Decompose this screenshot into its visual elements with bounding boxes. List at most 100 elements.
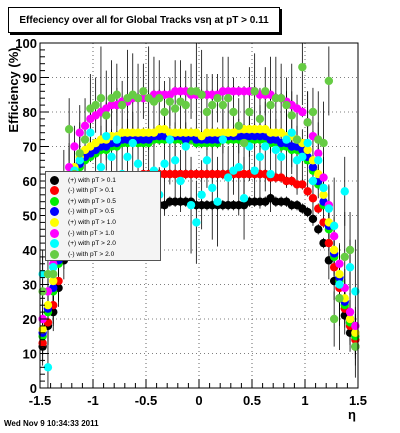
data-point xyxy=(117,100,127,110)
legend-entry: (-) with pT > 2.0 xyxy=(50,249,114,259)
data-point xyxy=(335,259,344,268)
legend-marker xyxy=(50,249,59,259)
data-point xyxy=(266,169,275,179)
data-point xyxy=(250,166,259,175)
legend-label: (+) with pT > 1.0 xyxy=(68,218,116,226)
data-point xyxy=(319,138,328,148)
data-point xyxy=(271,145,281,155)
data-point xyxy=(298,152,307,162)
data-point xyxy=(261,87,270,96)
legend: (+) with pT > 0.1 (-) with pT > 0.1 (+) wi… xyxy=(45,171,161,261)
data-point xyxy=(181,100,190,110)
legend-marker xyxy=(50,239,59,249)
data-point xyxy=(239,138,249,148)
data-point xyxy=(308,214,318,224)
data-point xyxy=(250,87,259,96)
data-point xyxy=(202,107,212,117)
data-point xyxy=(218,135,228,144)
data-point xyxy=(64,125,74,134)
data-point xyxy=(329,245,339,255)
data-point xyxy=(133,159,143,168)
y-tick-label: 90 xyxy=(23,71,37,86)
x-tick-label: -0.5 xyxy=(135,393,157,408)
data-point xyxy=(102,131,111,141)
data-point xyxy=(261,142,270,151)
data-point xyxy=(75,156,84,165)
data-point xyxy=(165,135,175,144)
legend-label: (-) with pT > 0.5 xyxy=(68,208,115,216)
data-point xyxy=(303,138,312,148)
y-tick-label: 50 xyxy=(23,209,37,224)
data-point xyxy=(340,187,349,196)
data-point xyxy=(308,163,318,172)
data-point xyxy=(239,194,249,203)
data-point xyxy=(112,135,122,144)
legend-entry: (+) with pT > 0.1 xyxy=(50,175,116,185)
legend-marker xyxy=(50,175,59,185)
data-point xyxy=(38,338,47,348)
legend-label: (+) with pT > 0.1 xyxy=(68,176,116,184)
data-point xyxy=(303,207,312,217)
data-point xyxy=(314,225,323,234)
data-point xyxy=(351,287,360,296)
y-tick-label: 60 xyxy=(23,174,37,189)
data-point xyxy=(91,100,100,110)
data-point xyxy=(86,128,95,137)
data-point xyxy=(202,156,212,165)
y-tick-label: 10 xyxy=(23,347,37,362)
data-point xyxy=(255,114,265,124)
data-point xyxy=(345,314,355,324)
data-point xyxy=(351,321,360,331)
data-point xyxy=(49,263,58,272)
legend-marker xyxy=(50,186,59,196)
data-point xyxy=(335,269,344,279)
data-point xyxy=(139,87,148,96)
x-tick-label: 1 xyxy=(301,393,308,408)
data-point xyxy=(298,180,307,189)
data-point xyxy=(107,152,116,162)
data-point xyxy=(223,173,233,182)
legend-entry: (+) with pT > 0.5 xyxy=(50,196,116,206)
data-point xyxy=(96,163,106,172)
data-point xyxy=(351,342,360,351)
data-point xyxy=(70,142,79,151)
data-point xyxy=(49,269,58,279)
x-tick-label: 0 xyxy=(195,393,202,408)
y-tick-label: 0 xyxy=(30,381,37,396)
y-tick-label: 70 xyxy=(23,140,37,155)
data-point xyxy=(197,190,206,199)
x-tick-label: 0.5 xyxy=(243,393,261,408)
data-point xyxy=(186,200,196,210)
data-point xyxy=(351,328,360,337)
data-point xyxy=(276,94,286,103)
data-point xyxy=(329,221,339,231)
data-point xyxy=(170,104,180,113)
data-point xyxy=(324,76,334,86)
data-point xyxy=(80,135,90,144)
data-point xyxy=(282,135,291,144)
legend-label: (-) with pT > 0.1 xyxy=(68,187,115,195)
data-point xyxy=(43,301,53,310)
legend-marker xyxy=(50,196,59,206)
data-point xyxy=(245,107,254,117)
data-point xyxy=(340,252,349,262)
data-point xyxy=(218,100,228,110)
data-point xyxy=(287,128,296,137)
data-point xyxy=(282,100,291,110)
data-point xyxy=(165,97,175,106)
data-point xyxy=(170,156,180,165)
legend-label: (+) with pT > 0.5 xyxy=(68,197,116,205)
legend-marker xyxy=(50,207,59,217)
data-point xyxy=(123,152,132,162)
data-point xyxy=(303,118,312,127)
legend-entry: (+) with pT > 2.0 xyxy=(50,239,116,249)
data-point xyxy=(234,121,243,130)
data-point xyxy=(345,263,355,272)
data-point xyxy=(160,159,169,168)
data-point xyxy=(314,149,323,158)
data-point xyxy=(133,94,143,103)
data-point xyxy=(303,187,312,196)
data-point xyxy=(181,142,190,151)
legend-label: (-) with pT > 1.0 xyxy=(68,229,115,237)
data-point xyxy=(319,173,328,182)
